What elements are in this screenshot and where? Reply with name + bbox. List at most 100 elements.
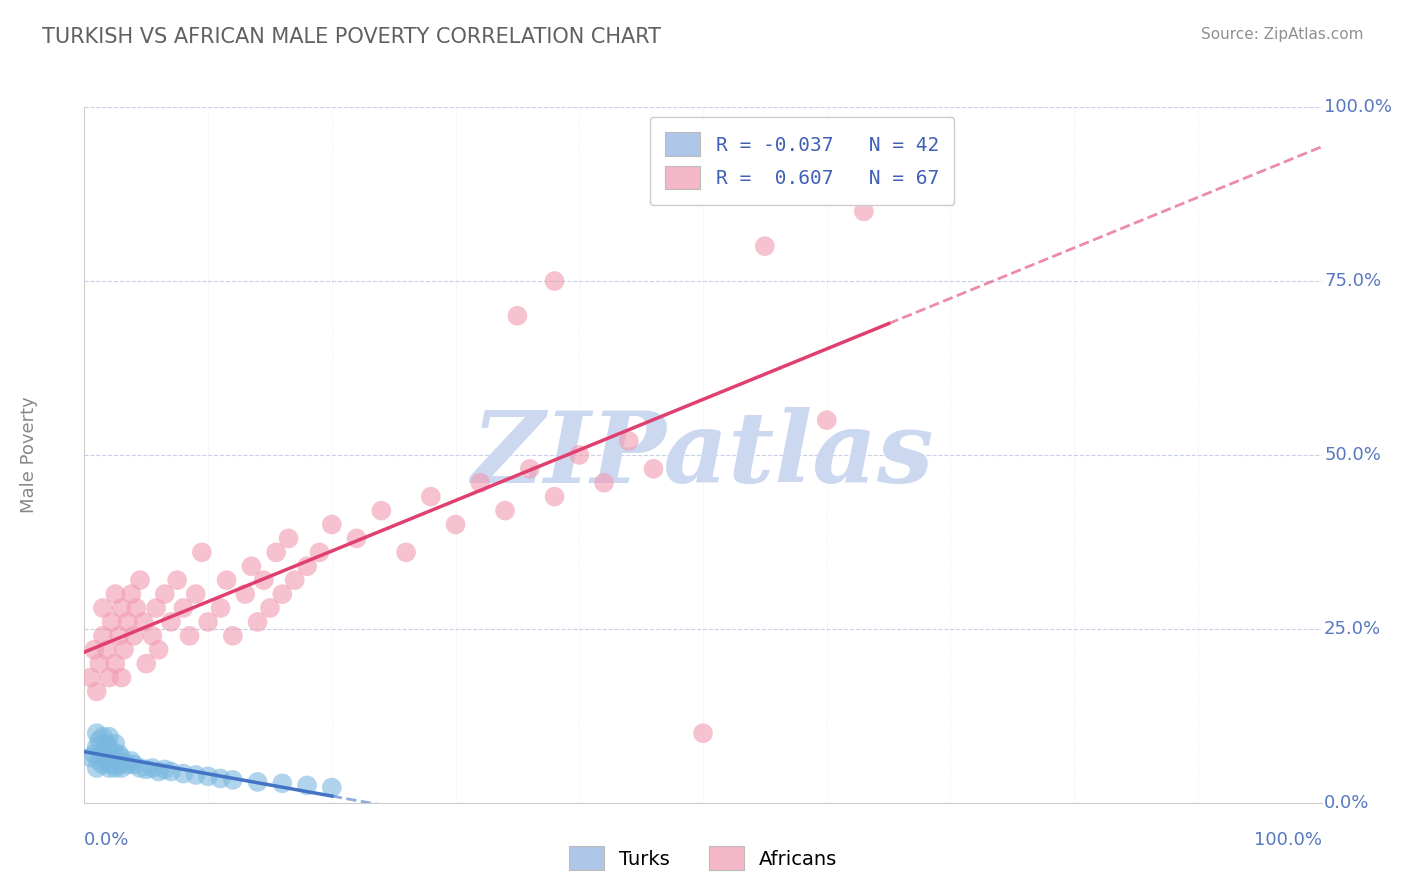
Point (259, 601, 281, 615)
Text: Male Poverty: Male Poverty (20, 397, 38, 513)
Point (184, 768, 207, 782)
Point (395, 545, 418, 559)
Point (129, 761, 152, 775)
Point (91, 629, 114, 643)
Point (295, 559, 318, 574)
Text: 75.0%: 75.0% (1324, 272, 1381, 290)
Point (209, 772, 232, 786)
Legend: R = -0.037   N = 42, R =  0.607   N = 67: R = -0.037 N = 42, R = 0.607 N = 67 (650, 117, 955, 205)
Point (91, 744, 114, 758)
Point (89, 754, 111, 768)
Point (108, 757, 131, 772)
Text: ZIPatlas: ZIPatlas (472, 407, 934, 503)
Text: 0.0%: 0.0% (1324, 794, 1369, 812)
Point (153, 763, 176, 777)
Point (470, 475, 492, 490)
Text: 100.0%: 100.0% (1254, 830, 1322, 848)
Point (91, 730, 114, 744)
Point (370, 503, 392, 517)
Point (79, 750, 101, 764)
Point (122, 629, 145, 643)
Text: 50.0%: 50.0% (1324, 446, 1381, 464)
Point (197, 615, 219, 629)
Point (117, 757, 139, 772)
Point (179, 629, 201, 643)
Point (568, 448, 591, 462)
Point (110, 671, 132, 685)
Point (83, 747, 105, 761)
Point (172, 601, 194, 615)
Point (253, 573, 276, 587)
Point (108, 629, 131, 643)
Point (166, 573, 188, 587)
Point (271, 587, 294, 601)
Point (110, 601, 132, 615)
Point (104, 747, 127, 761)
Point (100, 757, 122, 772)
Point (184, 587, 207, 601)
Point (120, 754, 142, 768)
Point (506, 309, 529, 323)
Point (112, 642, 135, 657)
Point (222, 629, 245, 643)
Point (117, 615, 139, 629)
Point (617, 434, 640, 448)
Point (89, 733, 111, 747)
Point (271, 776, 294, 790)
Point (145, 601, 167, 615)
Point (264, 545, 287, 559)
Point (321, 517, 343, 532)
Point (209, 601, 232, 615)
Point (135, 657, 157, 671)
Point (122, 757, 145, 772)
Point (141, 629, 163, 643)
Point (110, 761, 132, 775)
Point (141, 761, 163, 775)
Point (91, 601, 114, 615)
Point (284, 573, 307, 587)
Point (104, 737, 127, 751)
Point (494, 503, 516, 517)
Point (172, 766, 194, 780)
Point (104, 587, 127, 601)
Point (295, 778, 318, 792)
Point (86, 684, 108, 698)
Point (86, 761, 108, 775)
Point (215, 573, 238, 587)
Point (593, 475, 616, 490)
Point (104, 761, 127, 775)
Point (98, 740, 121, 755)
Point (86, 726, 108, 740)
Point (191, 545, 214, 559)
Legend: Turks, Africans: Turks, Africans (561, 838, 845, 878)
Point (240, 559, 263, 574)
Point (419, 490, 441, 504)
Point (444, 517, 467, 532)
Text: 0.0%: 0.0% (84, 830, 129, 848)
Point (108, 747, 131, 761)
Point (233, 587, 256, 601)
Point (98, 761, 121, 775)
Point (89, 657, 111, 671)
Point (96, 754, 118, 768)
Text: 100.0%: 100.0% (1324, 98, 1392, 116)
Text: Source: ZipAtlas.com: Source: ZipAtlas.com (1201, 27, 1364, 42)
Point (277, 532, 299, 546)
Point (135, 763, 157, 777)
Point (160, 615, 183, 629)
Point (160, 764, 183, 779)
Point (815, 413, 838, 427)
Point (754, 239, 776, 253)
Point (197, 769, 219, 783)
Point (91, 757, 114, 772)
Point (543, 490, 565, 504)
Text: 25.0%: 25.0% (1324, 620, 1381, 638)
Point (246, 775, 269, 789)
Point (86, 740, 108, 755)
Point (321, 780, 343, 795)
Point (148, 642, 170, 657)
Point (246, 615, 269, 629)
Point (692, 726, 714, 740)
Point (125, 601, 148, 615)
Point (222, 772, 245, 787)
